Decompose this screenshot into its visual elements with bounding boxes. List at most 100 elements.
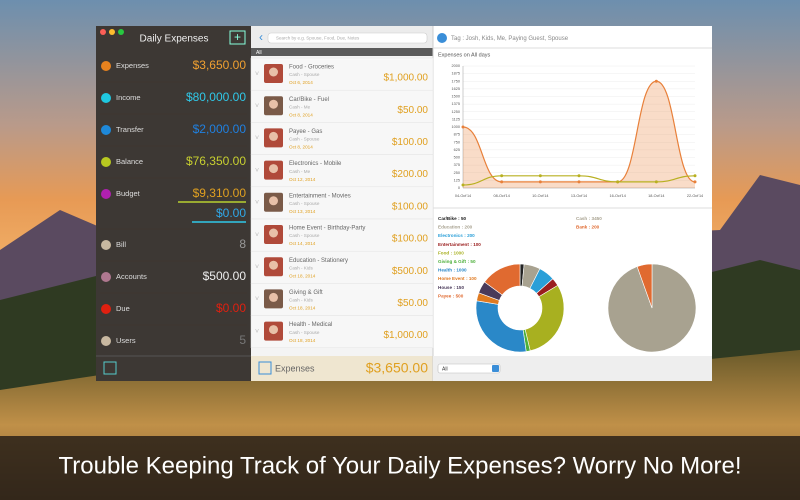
search-placeholder: Search by e.g. Spouse, Food, Due, Notes xyxy=(276,36,360,41)
add-icon: + xyxy=(234,30,241,44)
y-tick-label: 1875 xyxy=(452,72,460,76)
footer-add[interactable] xyxy=(258,361,272,375)
sidebar-toggle[interactable] xyxy=(103,361,117,375)
y-tick-label: 1125 xyxy=(452,117,460,121)
x-tick-label: 04-Oct'14 xyxy=(455,194,471,198)
transaction-account: Cash - Spouse xyxy=(289,137,320,142)
list-tab[interactable]: All xyxy=(256,50,262,56)
tag-button[interactable] xyxy=(437,33,447,43)
pie-slice xyxy=(484,263,521,296)
avatar-face xyxy=(269,131,278,141)
legend-value: : 100 xyxy=(470,242,481,247)
data-point xyxy=(616,180,620,184)
transaction-account: Cash - Spouse xyxy=(289,330,320,335)
avatar-face xyxy=(269,325,278,335)
sidebar-label: Expenses xyxy=(116,61,149,70)
sidebar-label: Income xyxy=(116,93,141,102)
y-tick-label: 1250 xyxy=(452,110,460,114)
transaction-account: Cash - Spouse xyxy=(289,72,320,77)
pie-slice xyxy=(636,263,653,309)
avatar-face xyxy=(269,99,278,109)
y-tick-label: 375 xyxy=(454,163,460,167)
y-tick-label: 1000 xyxy=(452,125,460,129)
transaction-date: Oct 12, 2014 xyxy=(289,177,316,182)
tag-filter: Tag : Josh, Kids, Me, Paying Guest, Spou… xyxy=(451,36,569,42)
row-chevron: ˅ xyxy=(255,200,259,207)
add-button[interactable] xyxy=(229,30,246,45)
legend-value: : 1000 xyxy=(454,268,467,273)
avatar-face xyxy=(269,196,278,206)
sidebar-label: Accounts xyxy=(116,272,147,281)
transaction-title: Home Event - Birthday-Party xyxy=(289,226,365,232)
transaction-amount: $50.00 xyxy=(397,105,428,116)
legend-value: : 1000 xyxy=(451,251,464,256)
legend-entry: Home Event: 100 xyxy=(438,276,477,281)
sidebar-amount: $500.00 xyxy=(203,269,247,283)
y-tick-label: 250 xyxy=(454,171,460,175)
sidebar-icon xyxy=(101,61,111,71)
legend-category: Food xyxy=(438,251,449,256)
transaction-title: Giving & Gift xyxy=(289,290,323,296)
sidebar-amount: $76,350.00 xyxy=(186,154,246,168)
sidebar-icon xyxy=(101,157,111,167)
legend-value: : 3450 xyxy=(589,216,602,221)
transaction-row[interactable] xyxy=(250,315,434,349)
y-tick-label: 1375 xyxy=(452,102,460,106)
y-tick-label: 500 xyxy=(454,156,460,160)
row-chevron: ˅ xyxy=(255,296,259,303)
zoom-button[interactable] xyxy=(118,29,124,35)
sidebar-amount: 8 xyxy=(239,237,246,251)
transaction-date: Oct 13, 2014 xyxy=(289,209,316,214)
avatar-face xyxy=(269,228,278,238)
x-tick-label: 13-Oct'14 xyxy=(571,194,587,198)
x-tick-label: 18-Oct'14 xyxy=(648,194,664,198)
footer-amount: $3,650.00 xyxy=(366,360,428,376)
transaction-account: Cash - Spouse xyxy=(289,233,320,238)
back-button[interactable]: ‹ xyxy=(259,30,263,44)
transaction-title: Entertainment - Movies xyxy=(289,193,351,199)
period-select[interactable] xyxy=(437,363,501,374)
list-footer xyxy=(251,356,433,381)
app-title: Daily Expenses xyxy=(140,34,209,45)
legend-category: Bank xyxy=(576,225,588,230)
minimize-button[interactable] xyxy=(109,29,115,35)
y-tick-label: 1500 xyxy=(452,95,460,99)
row-chevron: ˅ xyxy=(255,103,259,110)
legend-category: Car/Bike xyxy=(438,216,457,221)
legend-entry: Payee: 500 xyxy=(438,294,464,299)
sidebar-amount: $0.00 xyxy=(216,301,246,315)
search-field[interactable] xyxy=(267,32,428,44)
legend-category: Entertainment xyxy=(438,242,469,247)
transaction-title: Car/Bike - Fuel xyxy=(289,97,329,103)
sidebar-amount: $2,000.00 xyxy=(193,122,247,136)
data-point xyxy=(500,174,504,178)
sidebar-label: Bill xyxy=(116,240,126,249)
y-tick-label: 875 xyxy=(454,133,460,137)
data-point xyxy=(461,125,465,129)
transaction-date: Oct 6, 2014 xyxy=(289,80,313,85)
legend-entry: Car/Bike: 50 xyxy=(438,216,467,221)
sidebar-icon xyxy=(101,125,111,135)
transaction-amount: $100.00 xyxy=(392,201,429,212)
sidebar-icon xyxy=(101,93,111,103)
transaction-title: Food - Groceries xyxy=(289,65,334,71)
legend-entry: Cash: 3450 xyxy=(576,216,602,221)
close-button[interactable] xyxy=(100,29,106,35)
legend-value: : 100 xyxy=(466,276,477,281)
transaction-account: Cash - Spouse xyxy=(289,201,320,206)
avatar-face xyxy=(269,67,278,77)
row-chevron: ˅ xyxy=(255,167,259,174)
sidebar-amount: 5 xyxy=(239,333,246,347)
y-tick-label: 0 xyxy=(458,186,460,190)
transaction-account: Cash - Me xyxy=(289,104,311,109)
transaction-account: Cash - Kids xyxy=(289,265,313,270)
transaction-title: Education - Stationery xyxy=(289,258,348,264)
transaction-date: Oct 8, 2014 xyxy=(289,145,313,150)
transaction-date: Oct 18, 2014 xyxy=(289,306,316,311)
legend-entry: Electronics: 200 xyxy=(438,233,475,238)
transaction-date: Oct 18, 2014 xyxy=(289,273,316,278)
row-chevron: ˅ xyxy=(255,264,259,271)
sidebar-label: Budget xyxy=(116,189,141,198)
transaction-amount: $200.00 xyxy=(392,169,429,180)
avatar-face xyxy=(269,164,278,174)
